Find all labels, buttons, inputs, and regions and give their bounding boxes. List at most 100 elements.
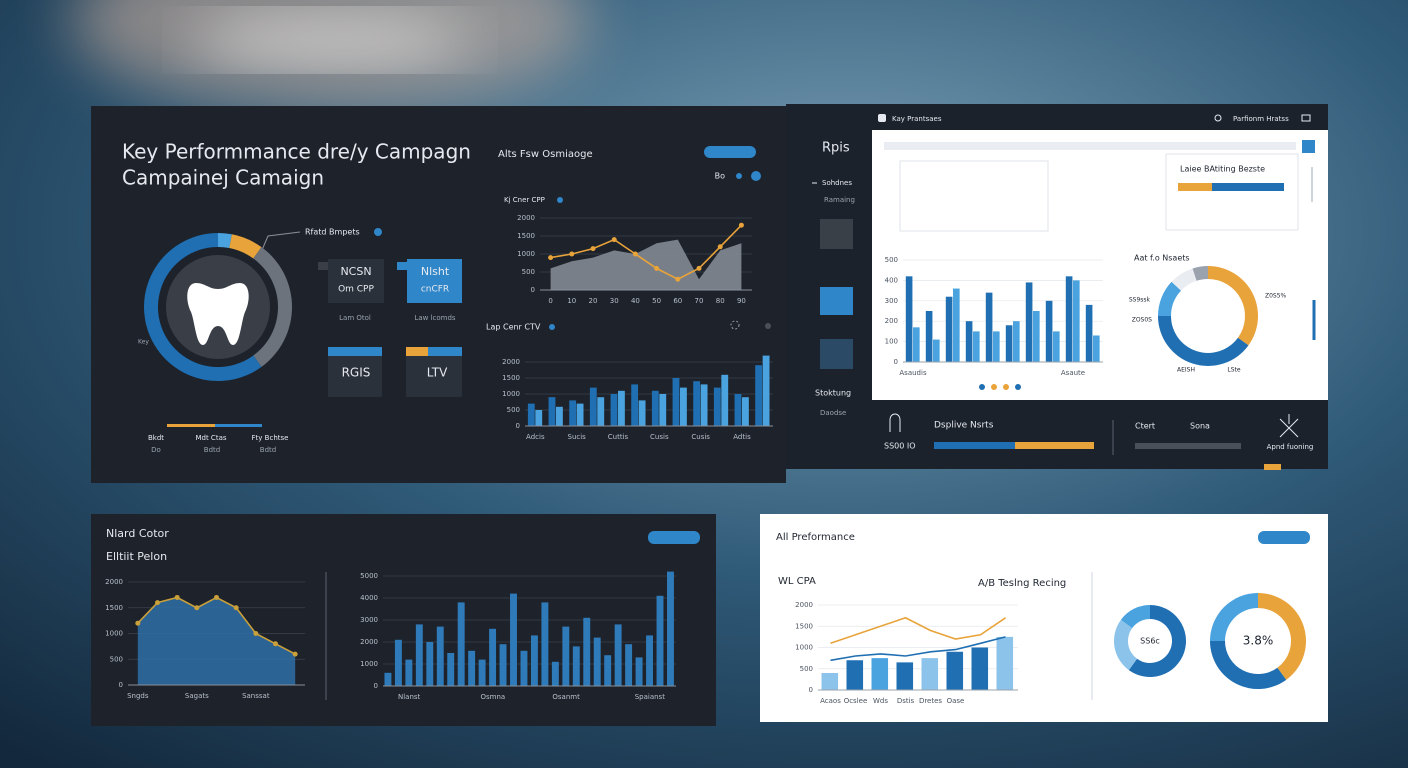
y-tick-label: 1000 [795,644,813,652]
x-tick-label: Dstis [897,697,915,705]
bar [713,387,721,426]
point [233,605,239,611]
filter-button[interactable] [1302,140,1315,153]
report-header [872,110,1328,130]
bar [700,384,708,426]
bar [693,381,701,426]
x-tick-label: Adtis [733,433,751,441]
donut-segment [229,234,262,259]
bar [734,394,742,426]
bar [1053,331,1060,362]
dot [549,324,555,330]
box-bar [1212,183,1284,191]
y-tick-label: 300 [885,297,898,305]
side-item: Stoktung [815,389,851,398]
donut-segment [1128,605,1187,677]
bar [457,602,465,686]
y-tick-label: 500 [885,256,898,264]
card-subtitle: Om CPP [338,285,374,295]
y-tick-label: 1000 [502,390,520,398]
x-tick-label: Adcis [526,433,545,441]
bar [656,595,664,686]
bar [1005,325,1013,362]
x-tick-label: Wds [873,697,888,705]
donut-segment [1171,268,1197,291]
donut-label: LSte [1227,367,1241,374]
bar [905,276,913,362]
point [194,605,200,611]
donut-segment [1120,605,1150,629]
toggle[interactable] [704,146,756,158]
point [611,237,617,243]
toggle[interactable] [648,531,700,544]
bar [946,651,964,690]
point [292,651,298,657]
donut-segment [1158,316,1249,366]
donut-segment [1258,593,1306,680]
card-title: LTV [427,366,448,380]
donut-center-label: 3.8% [1243,634,1274,648]
side-item: Ramaing [824,196,855,204]
donut-label: SS9ssk [1129,297,1151,304]
accent [1264,464,1281,470]
bar [589,387,597,426]
stat-value: Bdtd [204,446,220,454]
side-item: Daodse [820,409,846,417]
stat-value: Do [151,446,161,454]
bar [667,571,674,686]
stat-label: Mdt Ctas [195,434,226,442]
bar [846,660,864,690]
legend-dot [1015,384,1021,390]
area [550,239,742,290]
y-tick-label: 1500 [517,232,535,240]
bar [530,635,538,686]
footer-label: Sona [1190,422,1210,431]
bar [646,635,654,686]
y-tick-label: 2000 [502,358,520,366]
chart-title: WL CPA [778,576,816,587]
card-header [428,347,462,356]
y-tick-label: 0 [809,686,813,694]
legend-dot [374,228,382,236]
bar [510,593,517,686]
donut-center-label: SS6c [1140,637,1160,646]
bar [478,659,486,686]
point [253,631,259,636]
footer-right: Apnd fuoning [1267,443,1314,451]
bar [576,403,584,426]
donut-label: Z0S5% [1265,293,1287,300]
toggle[interactable] [1258,531,1310,544]
bar [468,650,476,686]
x-tick-label: 50 [652,297,661,305]
dot [557,197,563,203]
bar [993,331,1000,362]
y-tick-label: 1500 [502,374,520,382]
bar [985,292,993,362]
bar [541,602,549,686]
chart-title: Lap Cenr CTV [486,323,541,332]
y-tick-label: 2000 [360,638,378,646]
x-tick-label: Cusis [691,433,710,441]
bar [896,662,914,690]
title: Campainej Camaign [122,166,324,190]
search-icon [1214,114,1222,122]
point [135,620,141,626]
x-tick-label: Sucis [568,433,587,441]
bar [631,384,639,426]
card-header [328,347,382,356]
bar [680,387,687,426]
point [548,255,554,261]
bar [535,410,543,426]
bar [415,624,423,686]
bar [384,672,392,686]
stat-value: Bdtd [260,446,276,454]
y-tick-label: 1000 [517,250,535,258]
dot [751,171,761,181]
area [137,597,296,685]
x-tick-label: Spaianst [635,693,665,701]
x-tick-label: Sngds [127,692,149,700]
legend-dot [979,384,985,390]
y-tick-label: 100 [885,338,898,346]
legend-dot [1003,384,1009,390]
